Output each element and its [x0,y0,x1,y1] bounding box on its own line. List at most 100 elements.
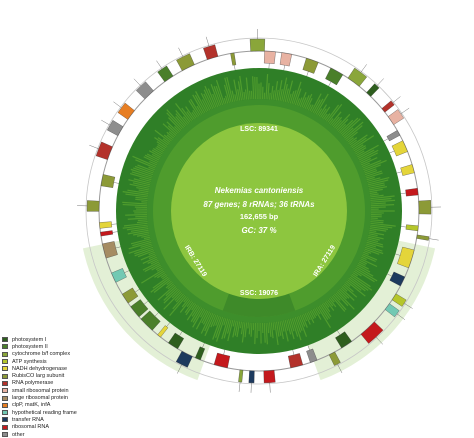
legend-item: other [2,431,162,438]
legend-item: transfer RNA [2,416,162,423]
gene-block [419,200,431,214]
gc-bar [268,323,269,333]
legend-label: cytochrome b/f complex [12,351,70,357]
legend-swatch [2,344,8,349]
legend-label: hypothetical reading frame [12,410,77,416]
gene-block [325,68,342,85]
legend-swatch [2,403,8,408]
gene-tick [270,383,271,393]
gene-block [280,53,292,67]
gene-block [406,225,418,231]
legend-item: photosystem I [2,336,162,343]
gene-block [401,164,415,175]
gene-tick [113,102,121,108]
gene-block [100,231,112,237]
legend-label: ATP synthesis [12,359,47,365]
gene-tick [134,79,141,86]
legend-swatch [2,352,8,357]
gene-tick [89,145,98,149]
legend-item: cytochrome b/f complex [2,351,162,358]
gc-bar [125,215,147,216]
legend-label: photosystem I [12,337,46,343]
legend-label: ribosomal RNA [12,424,49,430]
lsc-label: LSC: 89341 [240,126,278,133]
legend-item: hypothetical reading frame [2,409,162,416]
gc-bar [251,91,252,99]
legend-label: small ribosomal protein [12,388,69,394]
legend-item: clpP, matK, infA [2,402,162,409]
legend-item: ATP synthesis [2,358,162,365]
gene-block [87,200,99,211]
gene-block [417,235,429,241]
gene-block [101,174,115,187]
gene-tick [429,239,439,241]
genome-length: 162,655 bp [240,212,279,221]
legend-item: RNA polymerase [2,380,162,387]
legend-swatch [2,417,8,422]
gc-bar [138,220,147,221]
gene-block [388,109,404,124]
gene-tick [179,48,183,57]
gene-block [96,142,112,160]
gc-bar [270,93,271,100]
legend-label: RNA polymerase [12,380,53,386]
gene-block [107,120,123,135]
gc-bar [371,216,382,217]
gene-block [136,82,153,99]
legend-label: RubisCO larg subunit [12,373,64,379]
legend-item: photosystem II [2,343,162,350]
legend-label: large ribosomal protein [12,395,68,401]
gene-block [264,370,276,383]
gene-block [348,68,367,86]
legend-swatch [2,366,8,371]
legend-swatch [2,388,8,393]
legend-label: transfer RNA [12,417,44,423]
legend-swatch [2,374,8,379]
legend-swatch [2,432,8,437]
gene-block [392,141,408,156]
legend-item: large ribosomal protein [2,394,162,401]
gene-block [387,130,400,141]
gene-block [118,103,135,119]
species-name: Nekemias cantoniensis [215,186,304,195]
legend-swatch [2,381,8,386]
legend-label: photosystem II [12,344,48,350]
gene-block [158,66,173,82]
gene-tick [101,120,110,125]
legend-swatch [2,396,8,401]
gc-bar [255,77,256,99]
gene-block [382,101,394,112]
legend-label: other [12,432,25,438]
gene-tick [377,78,384,85]
gene-block [231,53,236,65]
legend-swatch [2,410,8,415]
legend-swatch [2,337,8,342]
ssc-label: SSC: 19076 [240,290,278,297]
legend-label: clpP, matK, infA [12,402,50,408]
gc-bar [248,323,249,329]
gc-bar [250,91,251,100]
gene-block [238,370,243,382]
legend-label: NADH dehydrogenase [12,366,67,372]
gc-bar [255,323,256,344]
gene-tick [239,382,240,392]
legend-swatch [2,425,8,430]
legend-item: ribosomal RNA [2,424,162,431]
gene-tick [156,61,162,69]
gc-content: GC: 37 % [241,226,276,235]
legend-item: RubisCO larg subunit [2,372,162,379]
gene-tick [206,37,209,47]
legend-item: NADH dehydrogenase [2,365,162,372]
gene-tick [401,108,409,114]
gene-tick [361,64,367,72]
gene-counts: 87 genes; 8 rRNAs; 36 tRNAs [203,200,315,209]
gene-block [250,39,265,51]
legend-item: small ribosomal protein [2,387,162,394]
gene-block [405,188,418,196]
gc-bar [135,216,147,217]
gene-block [176,54,194,71]
gene-block [249,371,255,383]
gene-block [264,51,275,64]
gene-block [99,222,111,229]
gene-block [303,58,318,73]
